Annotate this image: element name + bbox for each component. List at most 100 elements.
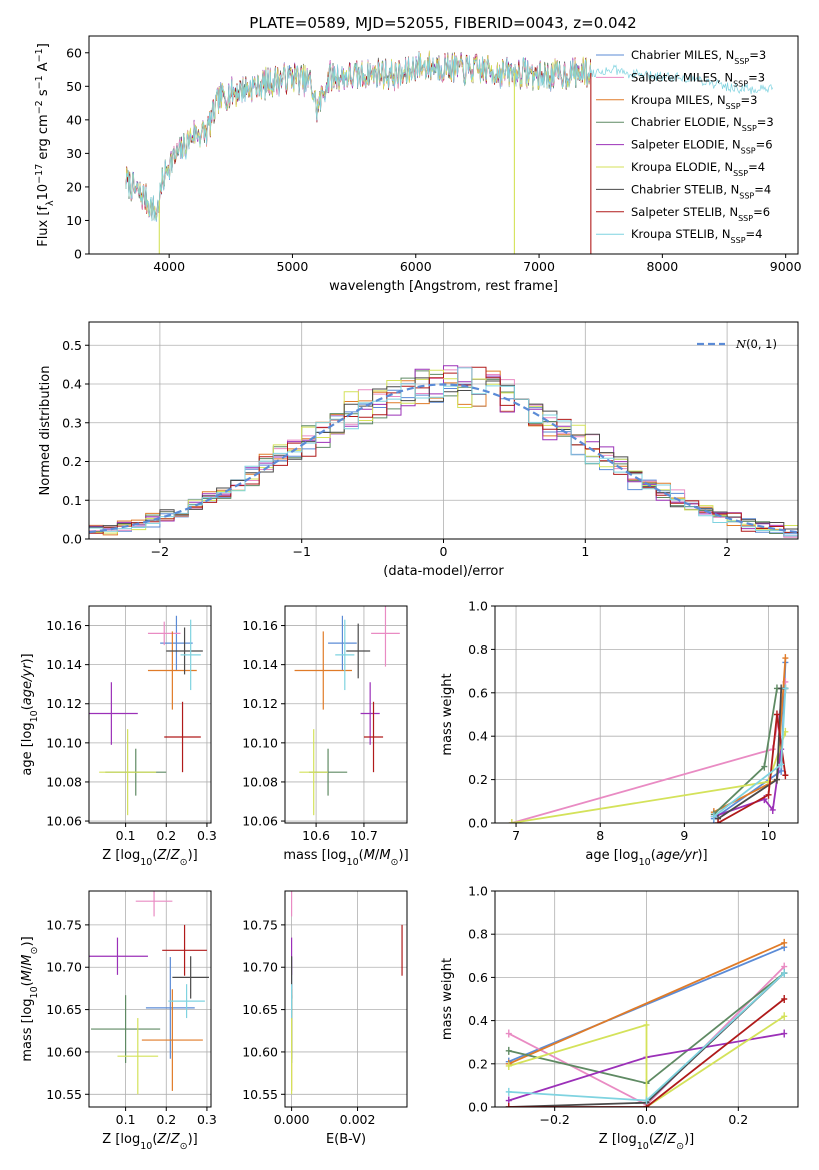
weight-series-5 — [508, 1015, 785, 1107]
errorbar-point — [89, 937, 148, 975]
x-tick-label: 7 — [512, 828, 520, 843]
weight-marker — [505, 1061, 512, 1070]
weight-marker — [773, 710, 780, 719]
y-tick-label: 10.75 — [46, 917, 82, 932]
y-tick-label: 0.4 — [468, 1013, 488, 1028]
axes-frame — [494, 890, 799, 1108]
errorbar-point — [160, 615, 193, 671]
x-tick-label: 0.2 — [728, 1112, 748, 1127]
weight-series-5 — [511, 731, 787, 823]
y-tick-label: 10.06 — [242, 814, 278, 829]
y-tick-label: 60 — [66, 45, 82, 60]
y-tick-label: 10.12 — [242, 696, 278, 711]
histogram-8 — [89, 367, 798, 537]
axes-frame — [88, 35, 799, 255]
weight-marker — [761, 762, 768, 771]
errorbar-point — [294, 631, 352, 710]
y-tick-label: 0.5 — [62, 338, 82, 353]
y-tick-label: 0.0 — [468, 1100, 488, 1115]
y-tick-label: 50 — [66, 79, 82, 94]
y-tick-label: 0.1 — [62, 493, 82, 508]
y-tick-label: 10.65 — [46, 1002, 82, 1017]
y-tick-label: 10 — [66, 213, 82, 228]
weight-marker — [782, 771, 789, 780]
x-tick-label: 0.2 — [156, 1112, 176, 1127]
residuals-ylabel: Normed distribution — [38, 366, 53, 496]
weight-series-6 — [717, 687, 786, 820]
spectrum-line-8 — [125, 51, 591, 222]
age_vs_Z-axes: 0.1 0.2 0.3 10.06 10.08 10.10 10.12 10.14 10.16 Z… — [20, 605, 217, 868]
mass_weight_vs_age-axes: 7 8 9 10 0.0 0.2 0.4 0.6 0.8 1.0 age [log10(age/yr… — [440, 599, 799, 868]
spectrum-xlabel: wavelength [Angstrom, rest frame] — [329, 279, 558, 294]
y-tick-label: 10.08 — [46, 774, 82, 789]
axes-frame — [284, 605, 408, 824]
x-tick-label: 2 — [723, 544, 731, 559]
mass_vs_ebv-axes: 0.000 0.002 10.55 10.60 10.65 10.70 10.75 E(B-V… — [242, 890, 408, 1147]
errorbar-point — [371, 606, 400, 667]
errorbar-point — [99, 729, 157, 816]
y-tick-label: 30 — [66, 146, 82, 161]
errorbar-point — [360, 682, 380, 745]
y-tick-label: 10.55 — [242, 1087, 278, 1102]
y-tick-label: 10.70 — [46, 960, 82, 975]
errorbar-point — [162, 924, 207, 976]
legend-label: Chabrier ELODIE, NSSP=3 — [631, 115, 774, 133]
y-tick-label: 10.70 — [242, 960, 278, 975]
residuals-xlabel: (data-model)/error — [383, 564, 504, 579]
weight-marker — [782, 684, 789, 693]
y-tick-label: 0.6 — [468, 685, 488, 700]
legend-label: Chabrier MILES, NSSP=3 — [631, 48, 766, 66]
figure-title: PLATE=0589, MJD=52055, FIBERID=0043, z=0… — [249, 14, 636, 32]
weight-marker — [781, 1029, 788, 1038]
axes-frame — [88, 890, 212, 1108]
errorbar-point — [91, 995, 161, 1063]
x-tick-label: 0.0 — [637, 1112, 657, 1127]
y-tick-label: 1.0 — [468, 884, 488, 899]
errorbar-point — [363, 701, 384, 773]
weight-marker — [505, 1103, 512, 1107]
y-tick-label: 0.8 — [468, 642, 488, 657]
errorbar-point — [346, 623, 371, 679]
normal-curve — [88, 383, 799, 534]
x-tick-label: 9 — [680, 828, 688, 843]
x-tick-label: −0.2 — [540, 1112, 570, 1127]
spectrum-red-tail — [588, 64, 774, 95]
x-tick-label: 10.7 — [350, 828, 378, 843]
weight-series-0 — [508, 946, 785, 1063]
weight-marker — [773, 775, 780, 784]
x-tick-label: 9000 — [770, 259, 802, 274]
y-tick-label: 10.10 — [46, 735, 82, 750]
legend-label: Salpeter MILES, NSSP=3 — [631, 70, 765, 88]
weight-marker — [643, 1020, 650, 1029]
x-tick-label: 0.1 — [116, 828, 136, 843]
weight-marker — [782, 654, 789, 663]
y-tick-label: 0 — [74, 247, 82, 262]
mass_weight_vs_Z-ylabel: mass weight — [440, 958, 455, 1040]
x-tick-label: 0 — [440, 544, 448, 559]
y-tick-label: 0.0 — [62, 532, 82, 547]
legend-label: N(0, 1) — [735, 337, 777, 351]
age_vs_mass-axes: 10.6 10.7 10.06 10.08 10.10 10.12 10.14 10.16 ma… — [242, 605, 409, 868]
y-tick-label: 10.14 — [242, 657, 278, 672]
age_vs_mass-xlabel: mass [log10(M/M⊙)] — [283, 848, 408, 868]
x-tick-label: 8 — [596, 828, 604, 843]
mass_vs_Z-ylabel: mass [log10(M/M⊙)] — [20, 936, 40, 1061]
errorbar-point — [117, 1018, 159, 1095]
x-tick-label: −1 — [292, 544, 310, 559]
y-tick-label: 10.14 — [46, 657, 82, 672]
mass_weight_vs_age-xlabel: age [log10(age/yr)] — [585, 848, 707, 868]
y-tick-label: 10.12 — [46, 696, 82, 711]
x-tick-label: 0.1 — [116, 1112, 136, 1127]
errorbar-point — [328, 615, 357, 671]
errorbar-point — [141, 989, 203, 1091]
legend-label: Kroupa ELODIE, NSSP=4 — [631, 160, 765, 178]
y-tick-label: 0.4 — [468, 729, 488, 744]
y-tick-label: 0.4 — [62, 377, 82, 392]
mass_vs_Z-xlabel: Z [log10(Z/Z⊙)] — [102, 1132, 197, 1152]
y-tick-label: 10.60 — [46, 1044, 82, 1059]
weight-marker — [781, 995, 788, 1003]
axes-frame — [494, 605, 799, 824]
mass_weight_vs_age-ylabel: mass weight — [440, 673, 455, 755]
y-tick-label: 10.16 — [46, 618, 82, 633]
x-tick-label: 0.3 — [197, 1112, 217, 1127]
